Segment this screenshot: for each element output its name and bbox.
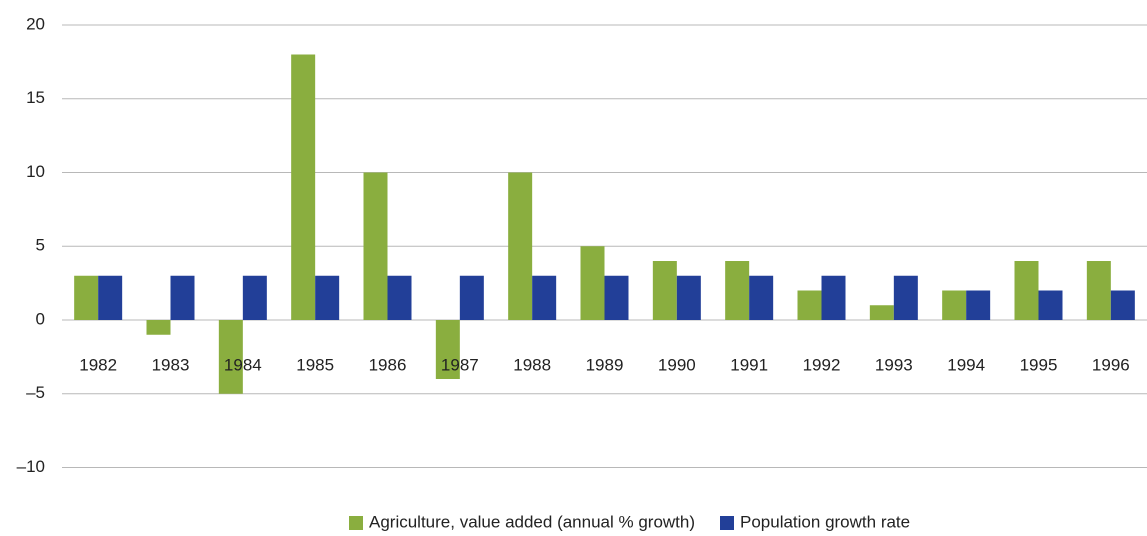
x-tick-label: 1984 <box>224 355 262 374</box>
x-tick-label: 1983 <box>152 355 190 374</box>
bar <box>580 246 605 320</box>
bar <box>893 275 918 320</box>
y-tick-label: 0 <box>36 309 45 328</box>
bar <box>459 275 484 320</box>
legend-swatch <box>720 516 734 530</box>
x-tick-label: 1993 <box>875 355 913 374</box>
x-tick-label: 1994 <box>947 355 985 374</box>
x-tick-label: 1996 <box>1092 355 1130 374</box>
bar <box>146 320 171 335</box>
x-tick-label: 1992 <box>803 355 841 374</box>
bar <box>387 275 412 320</box>
bar <box>1086 261 1111 320</box>
bar <box>1038 290 1063 320</box>
bar <box>242 275 267 320</box>
bar <box>532 275 557 320</box>
bar <box>218 320 243 394</box>
legend-label: Agriculture, value added (annual % growt… <box>369 512 695 531</box>
x-tick-label: 1990 <box>658 355 696 374</box>
bar <box>821 275 846 320</box>
x-tick-label: 1995 <box>1020 355 1058 374</box>
x-tick-label: 1987 <box>441 355 479 374</box>
bar <box>749 275 774 320</box>
bar <box>942 290 967 320</box>
bar <box>98 275 123 320</box>
y-tick-label: –5 <box>26 383 45 402</box>
bar <box>508 172 533 320</box>
bar <box>676 275 701 320</box>
bar <box>966 290 991 320</box>
legend-swatch <box>349 516 363 530</box>
bar <box>869 305 894 320</box>
bar <box>315 275 340 320</box>
x-tick-label: 1985 <box>296 355 334 374</box>
bar <box>363 172 388 320</box>
x-tick-label: 1991 <box>730 355 768 374</box>
y-tick-label: –10 <box>17 457 45 476</box>
y-tick-label: 20 <box>26 14 45 33</box>
bar <box>170 275 195 320</box>
bar <box>725 261 750 320</box>
bar <box>291 54 316 320</box>
x-tick-label: 1988 <box>513 355 551 374</box>
x-tick-label: 1989 <box>586 355 624 374</box>
bar <box>435 320 460 379</box>
y-tick-label: 10 <box>26 162 45 181</box>
bar <box>652 261 677 320</box>
bar <box>74 275 99 320</box>
x-tick-label: 1982 <box>79 355 117 374</box>
bar <box>604 275 629 320</box>
x-tick-label: 1986 <box>369 355 407 374</box>
bar <box>1014 261 1039 320</box>
bar <box>1110 290 1135 320</box>
y-tick-label: 15 <box>26 88 45 107</box>
bar <box>797 290 822 320</box>
y-tick-label: 5 <box>36 236 45 255</box>
legend-label: Population growth rate <box>740 512 910 531</box>
